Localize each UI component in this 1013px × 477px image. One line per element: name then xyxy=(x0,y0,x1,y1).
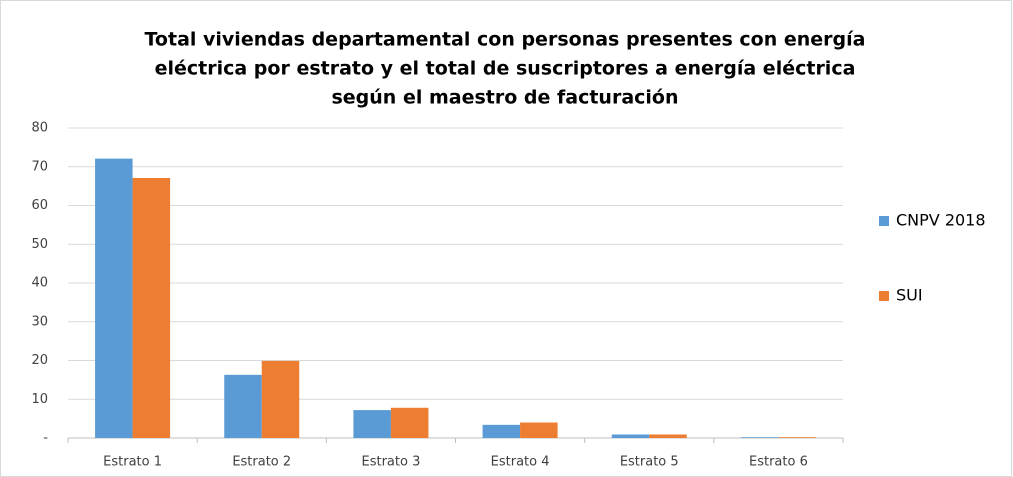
x-tick-label: Estrato 6 xyxy=(749,455,808,470)
y-tick-label: 30 xyxy=(31,314,48,329)
bar xyxy=(611,434,650,438)
legend-swatch xyxy=(879,216,889,226)
y-tick-label: 60 xyxy=(31,198,48,213)
chart-title: Total viviendas departamental con person… xyxy=(145,29,866,51)
y-tick-label: 70 xyxy=(31,159,48,174)
y-tick-label: 80 xyxy=(31,121,48,136)
bar xyxy=(649,434,687,438)
y-tick-label: 50 xyxy=(31,237,48,252)
x-tick-label: Estrato 2 xyxy=(232,455,291,470)
chart-title: según el maestro de facturación xyxy=(331,87,678,109)
legend-swatch xyxy=(879,291,889,301)
x-tick-label: Estrato 4 xyxy=(491,455,550,470)
bar xyxy=(261,360,300,438)
bar xyxy=(353,410,391,438)
y-tick-label: 10 xyxy=(31,392,48,407)
x-tick-label: Estrato 1 xyxy=(103,455,162,470)
bar xyxy=(740,437,779,438)
bar xyxy=(95,158,133,439)
y-tick-label: 20 xyxy=(31,353,48,368)
x-tick-label: Estrato 5 xyxy=(620,455,679,470)
legend-label: CNPV 2018 xyxy=(896,211,986,230)
y-tick-label: - xyxy=(43,431,48,446)
bar xyxy=(520,422,558,438)
x-tick-label: Estrato 3 xyxy=(361,455,420,470)
legend-label: SUI xyxy=(896,286,923,305)
bar xyxy=(482,424,521,438)
y-tick-label: 40 xyxy=(31,276,48,291)
chart-title: eléctrica por estrato y el total de susc… xyxy=(155,58,856,80)
bar xyxy=(132,177,171,439)
bar xyxy=(390,407,429,438)
bar xyxy=(778,437,816,438)
bar xyxy=(224,374,262,438)
